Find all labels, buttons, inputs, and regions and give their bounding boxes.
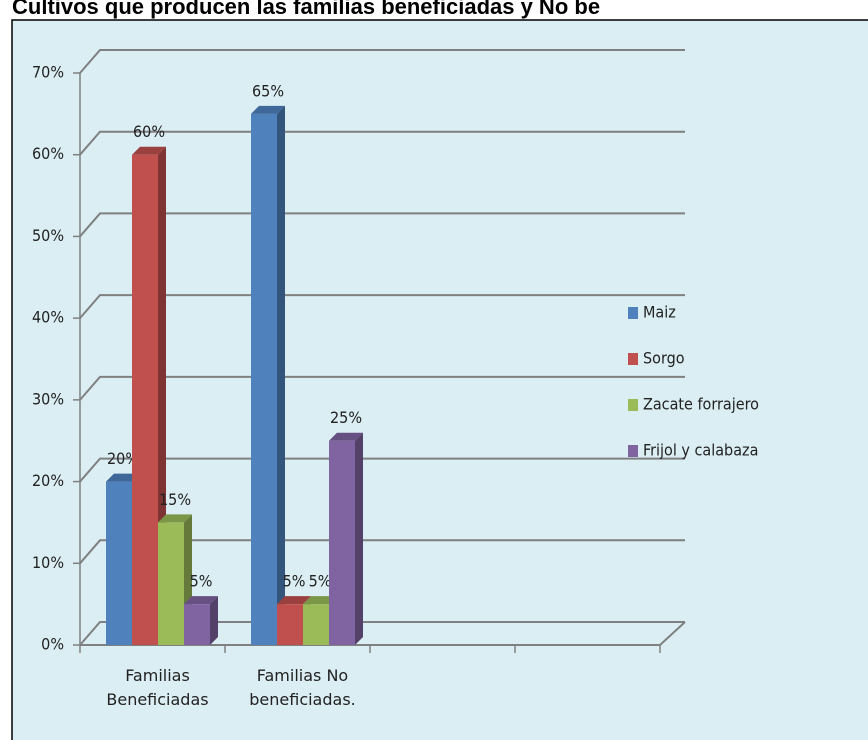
- legend-swatch: [628, 307, 638, 319]
- grid-line: [79, 130, 685, 156]
- bar-top: [106, 473, 140, 482]
- legend-swatch: [628, 399, 638, 411]
- bar: [132, 154, 158, 645]
- bar-side: [277, 105, 285, 646]
- bar-side: [210, 596, 218, 645]
- legend-label: Sorgo: [643, 349, 685, 368]
- data-label: 65%: [252, 81, 284, 100]
- y-tick-label: 40%: [32, 308, 64, 327]
- bar: [184, 604, 210, 645]
- bar-top: [184, 596, 218, 605]
- grid-line: [79, 457, 685, 483]
- bar-top: [303, 596, 337, 605]
- bar: [251, 113, 277, 646]
- data-label: 25%: [330, 408, 362, 427]
- legend-label: Zacate forrajero: [643, 395, 759, 414]
- legend-label: Frijol y calabaza: [643, 441, 758, 460]
- bar-top: [251, 105, 285, 114]
- bar-top: [132, 146, 166, 155]
- grid-line: [79, 539, 685, 564]
- data-label: 5%: [190, 572, 213, 591]
- grid-line: [79, 375, 685, 401]
- chart-title: Cultivos que producen las familias benef…: [12, 0, 600, 19]
- y-tick-label: 30%: [32, 389, 64, 408]
- bar-top: [158, 514, 192, 523]
- grid-line: [79, 294, 685, 319]
- bar-side: [355, 432, 363, 645]
- y-tick-label: 50%: [32, 226, 64, 245]
- x-tick-label: Familias No beneficiadas.: [249, 666, 356, 709]
- y-tick-label: 0%: [41, 635, 64, 654]
- bar: [106, 481, 132, 645]
- data-label: 60%: [133, 122, 165, 141]
- legend-swatch: [628, 353, 638, 365]
- legend-swatch: [628, 445, 638, 457]
- grid-line: [79, 49, 685, 74]
- bar: [277, 604, 303, 645]
- bar: [329, 440, 355, 645]
- data-label: 5%: [283, 572, 306, 591]
- data-label: 15%: [159, 490, 191, 509]
- bar: [303, 604, 329, 645]
- bar-top: [277, 596, 311, 605]
- y-tick-label: 20%: [32, 471, 64, 490]
- data-label: 20%: [107, 449, 139, 468]
- x-tick-label: Familias Beneficiadas: [106, 666, 209, 709]
- grid-line: [79, 621, 685, 646]
- grid-line: [79, 212, 685, 238]
- y-tick-label: 10%: [32, 553, 64, 572]
- y-tick-label: 60%: [32, 144, 64, 163]
- legend-label: Maiz: [643, 303, 676, 322]
- bar-top: [329, 432, 363, 441]
- bar: [158, 522, 184, 645]
- y-tick-label: 70%: [32, 63, 64, 82]
- data-label: 5%: [309, 572, 332, 591]
